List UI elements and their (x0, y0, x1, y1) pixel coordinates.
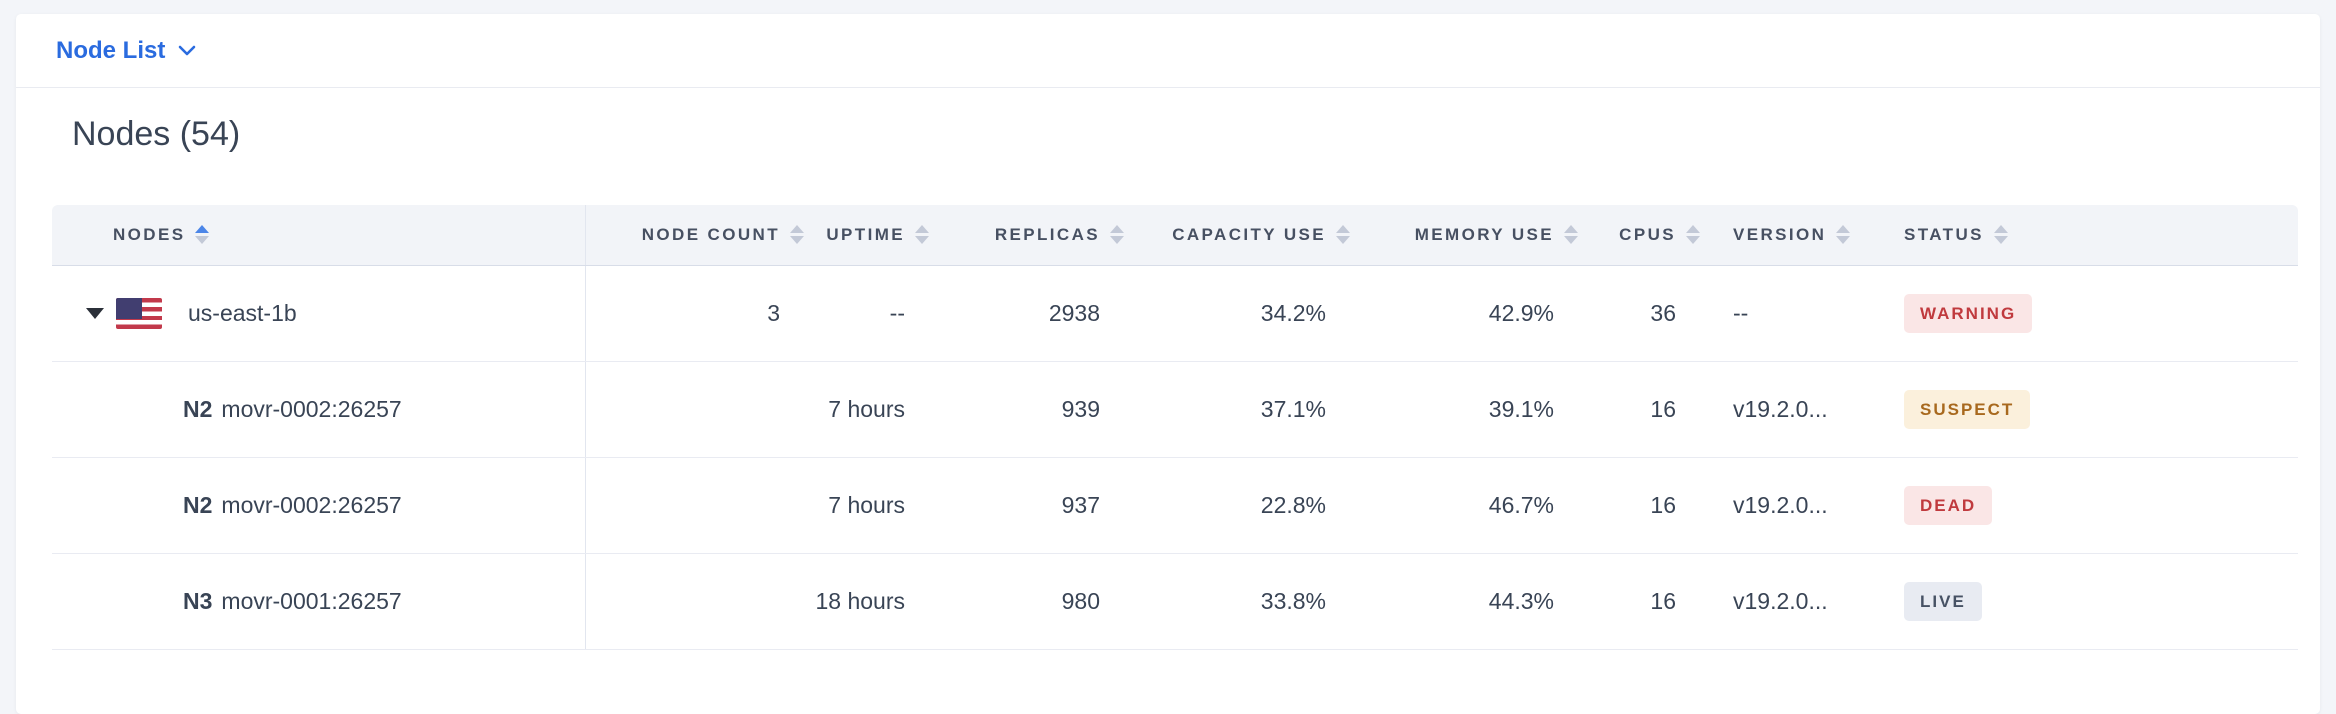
node-count-cell (585, 361, 810, 458)
sort-icon (1336, 225, 1350, 245)
column-header-uptime[interactable]: UPTIME (810, 205, 935, 266)
node-id: N2 (183, 395, 213, 422)
sort-icon (1110, 225, 1124, 245)
sort-icon (195, 225, 210, 245)
replicas-cell: 937 (935, 457, 1130, 554)
table-row-node: N3 movr-0001:26257 18 hours 980 33.8% 44.… (52, 553, 2298, 650)
replicas-cell: 939 (935, 361, 1130, 458)
capacity-use-cell: 37.1% (1130, 361, 1356, 458)
status-badge: LIVE (1904, 581, 1982, 621)
node-count-cell: 3 (585, 265, 810, 362)
node-address: movr-0001:26257 (221, 587, 402, 614)
column-header-memory-use[interactable]: MEMORY USE (1356, 205, 1584, 266)
column-label: CPUS (1619, 224, 1676, 244)
memory-use-cell: 46.7% (1356, 457, 1584, 554)
status-cell: WARNING (1880, 265, 2298, 362)
column-header-replicas[interactable]: REPLICAS (935, 205, 1130, 266)
column-header-capacity-use[interactable]: CAPACITY USE (1130, 205, 1356, 266)
table-row-region: us-east-1b 3 -- 2938 34.2% 42.9% 36 -- W… (52, 265, 2298, 362)
table-row-node: N2 movr-0002:26257 7 hours 937 22.8% 46.7… (52, 457, 2298, 554)
version-cell: v19.2.0... (1706, 553, 1880, 650)
table-header-row: NODES NODE COUNT UPTIME (52, 205, 2298, 266)
node-list-card: Node List Nodes (54) NODES (16, 14, 2320, 714)
cpus-cell: 16 (1584, 553, 1706, 650)
status-cell: SUSPECT (1880, 361, 2298, 458)
sort-icon (1993, 225, 2008, 245)
node-address: movr-0002:26257 (221, 395, 402, 422)
region-name: us-east-1b (188, 299, 297, 326)
column-label: NODES (113, 224, 186, 244)
status-badge: SUSPECT (1904, 389, 2031, 429)
cpus-cell: 16 (1584, 457, 1706, 554)
node-count-cell (585, 457, 810, 554)
sort-icon (915, 225, 929, 245)
capacity-use-cell: 22.8% (1130, 457, 1356, 554)
column-label: VERSION (1733, 224, 1827, 244)
uptime-cell: 7 hours (810, 361, 935, 458)
us-flag-icon (116, 297, 162, 329)
status-badge: DEAD (1904, 485, 1993, 525)
cpus-cell: 16 (1584, 361, 1706, 458)
node-list-dropdown-label: Node List (56, 36, 166, 64)
cpus-cell: 36 (1584, 265, 1706, 362)
version-cell: v19.2.0... (1706, 457, 1880, 554)
uptime-cell: -- (810, 265, 935, 362)
replicas-cell: 2938 (935, 265, 1130, 362)
sort-icon (1836, 225, 1851, 245)
column-header-nodes[interactable]: NODES (52, 205, 586, 266)
node-id: N3 (183, 587, 213, 614)
node-address: movr-0002:26257 (221, 491, 402, 518)
sort-icon (1686, 225, 1700, 245)
node-name-cell[interactable]: N2 movr-0002:26257 (52, 361, 586, 458)
memory-use-cell: 44.3% (1356, 553, 1584, 650)
table-row-node: N2 movr-0002:26257 7 hours 939 37.1% 39.1… (52, 361, 2298, 458)
sort-icon (1564, 225, 1578, 245)
column-label: NODE COUNT (641, 224, 780, 244)
node-list-dropdown[interactable]: Node List (56, 37, 196, 65)
capacity-use-cell: 34.2% (1130, 265, 1356, 362)
replicas-cell: 980 (935, 553, 1130, 650)
status-cell: LIVE (1880, 553, 2298, 650)
column-label: STATUS (1904, 224, 1984, 244)
memory-use-cell: 42.9% (1356, 265, 1584, 362)
region-cell: us-east-1b (52, 265, 586, 362)
uptime-cell: 7 hours (810, 457, 935, 554)
status-cell: DEAD (1880, 457, 2298, 554)
node-name-cell[interactable]: N2 movr-0002:26257 (52, 457, 586, 554)
column-header-version[interactable]: VERSION (1706, 205, 1880, 266)
sort-icon (790, 225, 804, 245)
nodes-table-container: NODES NODE COUNT UPTIME (52, 205, 2298, 650)
collapse-caret-icon[interactable] (86, 307, 104, 319)
page-title: Nodes (54) (72, 115, 241, 153)
column-header-status[interactable]: STATUS (1880, 205, 2298, 266)
column-label: CAPACITY USE (1172, 224, 1326, 244)
column-label: MEMORY USE (1414, 224, 1554, 244)
uptime-cell: 18 hours (810, 553, 935, 650)
node-id: N2 (183, 491, 213, 518)
node-name-cell[interactable]: N3 movr-0001:26257 (52, 553, 586, 650)
column-header-node-count[interactable]: NODE COUNT (585, 205, 810, 266)
node-count-cell (585, 553, 810, 650)
view-switcher-bar: Node List (16, 14, 2320, 88)
column-label: REPLICAS (994, 224, 1100, 244)
capacity-use-cell: 33.8% (1130, 553, 1356, 650)
memory-use-cell: 39.1% (1356, 361, 1584, 458)
nodes-table: NODES NODE COUNT UPTIME (52, 205, 2298, 650)
chevron-down-icon (179, 45, 196, 56)
version-cell: -- (1706, 265, 1880, 362)
status-badge: WARNING (1904, 293, 2033, 333)
column-header-cpus[interactable]: CPUS (1584, 205, 1706, 266)
column-label: UPTIME (826, 224, 905, 244)
version-cell: v19.2.0... (1706, 361, 1880, 458)
